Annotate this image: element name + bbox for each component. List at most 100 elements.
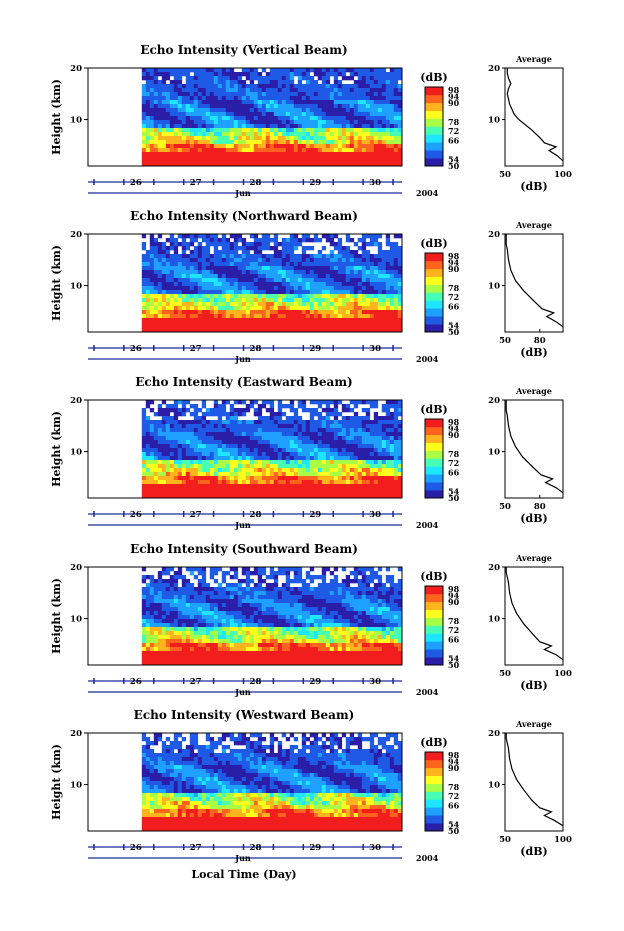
heatmap-cell (189, 132, 195, 137)
heatmap-cell (373, 326, 379, 331)
heatmap-cell (373, 492, 379, 497)
heatmap-cell (217, 100, 223, 105)
heatmap-cell (337, 460, 343, 465)
heatmap-cell (201, 144, 207, 149)
heatmap-cell (221, 294, 227, 299)
heatmap-cell (169, 68, 175, 73)
heatmap-cell (293, 136, 299, 141)
heatmap-cell (309, 314, 315, 319)
heatmap-cell (285, 152, 291, 157)
heatmap-cell (157, 294, 163, 299)
heatmap-cell (325, 164, 331, 167)
heatmap-cell (325, 448, 331, 453)
heatmap-cell (385, 160, 391, 165)
heatmap-cell (341, 480, 347, 485)
heatmap-cell (261, 116, 267, 121)
heatmap-cell (249, 286, 255, 291)
heatmap-cell (377, 254, 383, 259)
heatmap-cell (305, 330, 311, 333)
heatmap-cell (273, 270, 279, 275)
heatmap-cell (325, 124, 331, 129)
heatmap-cell (185, 148, 191, 153)
heatmap-cell (253, 326, 259, 331)
heatmap-cell (201, 282, 207, 287)
heatmap-cell (269, 262, 275, 267)
heatmap-cell (253, 476, 259, 481)
heatmap-cell (373, 76, 379, 81)
heatmap-cell (357, 84, 363, 89)
heatmap-cell (389, 428, 395, 433)
heatmap-cell (193, 152, 199, 157)
heatmap-cell (257, 286, 263, 291)
heatmap-cell (209, 258, 215, 263)
heatmap-cell (245, 420, 251, 425)
heatmap-cell (173, 408, 179, 413)
heatmap-cell (381, 100, 387, 105)
heatmap-cell (353, 571, 359, 576)
heatmap-cell (289, 448, 295, 453)
heatmap-cell (337, 464, 343, 469)
heatmap-cell (145, 96, 151, 101)
heatmap-cell (165, 254, 171, 259)
heatmap-cell (273, 250, 279, 255)
heatmap-cell (197, 100, 203, 105)
heatmap-cell (289, 262, 295, 267)
heatmap-cell (389, 448, 395, 453)
heatmap-cell (297, 136, 303, 141)
heatmap-cell (237, 148, 243, 153)
heatmap-cell (221, 144, 227, 149)
heatmap-cell (321, 156, 327, 161)
heatmap-cell (205, 298, 211, 303)
heatmap-cell (185, 310, 191, 315)
heatmap-cell (221, 262, 227, 267)
heatmap-cell (281, 480, 287, 485)
heatmap-cell (145, 310, 151, 315)
heatmap-cell (385, 310, 391, 315)
heatmap-cell (197, 472, 203, 477)
heatmap-cell (205, 294, 211, 299)
heatmap-cell (253, 104, 259, 109)
heatmap-cell (277, 120, 283, 125)
heatmap-cell (213, 314, 219, 319)
heatmap-cell (385, 148, 391, 153)
heatmap-cell (309, 492, 315, 497)
heatmap-cell (213, 432, 219, 437)
heatmap-cell (217, 108, 223, 113)
heatmap-cell (225, 238, 231, 243)
heatmap-cell (373, 480, 379, 485)
heatmap-cell (305, 464, 311, 469)
heatmap-cell (173, 238, 179, 243)
heatmap-cell (341, 330, 347, 333)
heatmap-cell (321, 72, 327, 77)
heatmap-cell (161, 424, 167, 429)
heatmap-cell (397, 282, 403, 287)
heatmap-cell (341, 420, 347, 425)
heatmap-cell (161, 294, 167, 299)
heatmap-cell (265, 164, 271, 167)
heatmap-cell (253, 242, 259, 247)
heatmap-cell (209, 80, 215, 85)
heatmap-cell (145, 444, 151, 449)
heatmap-cell (269, 136, 275, 141)
heatmap-cell (393, 112, 399, 117)
heatmap-cell (377, 164, 383, 167)
heatmap-cell (293, 330, 299, 333)
heatmap-cell (377, 140, 383, 145)
heatmap-cell (149, 436, 155, 441)
heatmap-cell (373, 84, 379, 89)
heatmap-cell (385, 258, 391, 263)
heatmap-cell (369, 100, 375, 105)
heatmap-cell (349, 258, 355, 263)
heatmap-cell (393, 452, 399, 457)
heatmap-cell (365, 290, 371, 295)
heatmap-cell (189, 128, 195, 133)
heatmap-cell (169, 132, 175, 137)
heatmap-cell (277, 282, 283, 287)
heatmap-cell (261, 80, 267, 85)
heatmap-cell (309, 160, 315, 165)
heatmap-cell (213, 472, 219, 477)
heatmap-cell (349, 436, 355, 441)
heatmap-cell (265, 148, 271, 153)
heatmap-cell (373, 460, 379, 465)
heatmap-cell (189, 484, 195, 489)
